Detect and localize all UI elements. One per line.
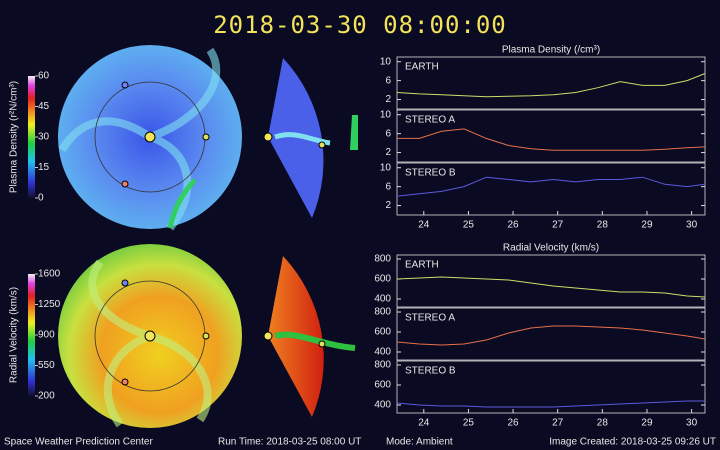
- y-tick-label: 6: [385, 128, 391, 139]
- x-tick-label: 28: [597, 418, 609, 429]
- x-tick-label: 29: [641, 220, 653, 231]
- y-tick-label: 600: [374, 327, 391, 338]
- series-line: [396, 276, 706, 298]
- x-tick-label: 29: [641, 418, 653, 429]
- x-tick-label: 25: [463, 418, 475, 429]
- colorbar: [28, 76, 35, 198]
- y-tick-label: 2: [385, 200, 391, 211]
- series-line: [396, 73, 706, 98]
- x-tick-label: 30: [686, 220, 698, 231]
- y-tick-label: 10: [380, 109, 392, 120]
- series-label: STEREO B: [405, 168, 456, 179]
- series-label: STEREO B: [405, 366, 456, 377]
- colorbar-tick-label: 200: [38, 391, 55, 402]
- plot-frame: [396, 56, 706, 110]
- time-title: 2018-03-30 08:00:00: [213, 11, 507, 39]
- x-tick-label: 25: [463, 220, 475, 231]
- y-tick-label: 800: [374, 254, 391, 265]
- series-line: [396, 176, 706, 197]
- colorbar-tick-label: 60: [38, 71, 50, 82]
- x-tick-label: 26: [507, 418, 519, 429]
- x-tick-label: 27: [552, 418, 564, 429]
- y-tick-label: 400: [374, 294, 391, 305]
- footer-center: Space Weather Prediction Center: [4, 437, 153, 448]
- x-tick-label: 28: [597, 220, 609, 231]
- y-tick-label: 6: [385, 181, 391, 192]
- x-tick-label: 30: [686, 418, 698, 429]
- colorbar: [28, 274, 35, 396]
- colorbar-label: Radial Velocity (km/s): [9, 287, 20, 383]
- velocity-map: [58, 244, 356, 428]
- series-label: STEREO A: [405, 115, 455, 126]
- y-tick-label: 600: [374, 380, 391, 391]
- y-tick-label: 400: [374, 400, 391, 411]
- series-label: STEREO A: [405, 313, 455, 324]
- colorbar-tick-label: 0: [38, 193, 44, 204]
- y-tick-label: 600: [374, 274, 391, 285]
- plot-frame: [396, 307, 706, 361]
- x-tick-label: 24: [418, 418, 430, 429]
- y-tick-label: 800: [374, 360, 391, 371]
- colorbar-tick-label: 1600: [38, 269, 61, 280]
- y-tick-label: 10: [380, 56, 392, 67]
- plot-frame: [396, 162, 706, 216]
- plot-frame: [396, 109, 706, 163]
- y-tick-label: 800: [374, 307, 391, 318]
- y-tick-label: 10: [380, 162, 392, 173]
- colorbar-tick-label: 15: [38, 162, 50, 173]
- y-tick-label: 400: [374, 347, 391, 358]
- series-line: [397, 128, 706, 151]
- footer-created: Image Created: 2018-03-25 09:26 UT: [549, 437, 716, 448]
- footer-mode: Mode: Ambient: [386, 437, 453, 448]
- plot-frame: [396, 254, 706, 308]
- plot-title: Plasma Density (/cm³): [502, 45, 600, 56]
- series-line: [396, 400, 705, 408]
- density-map: [58, 45, 358, 231]
- series-line: [396, 325, 706, 346]
- colorbar-tick-label: 1250: [38, 299, 61, 310]
- series-label: EARTH: [405, 62, 439, 73]
- x-tick-label: 26: [507, 220, 519, 231]
- colorbar-label: Plasma Density (r²N/cm³): [9, 81, 20, 193]
- series-label: EARTH: [405, 260, 439, 271]
- y-tick-label: 2: [385, 147, 391, 158]
- x-tick-label: 27: [552, 220, 564, 231]
- colorbar-tick-label: 45: [38, 101, 50, 112]
- y-tick-label: 6: [385, 75, 391, 86]
- plot-title: Radial Velocity (km/s): [503, 243, 599, 254]
- colorbar-tick-label: 30: [38, 132, 50, 143]
- x-tick-label: 24: [418, 220, 430, 231]
- colorbar-tick-label: 550: [38, 360, 55, 371]
- colorbar-tick-label: 900: [38, 330, 55, 341]
- plot-frame: [396, 360, 706, 414]
- y-tick-label: 2: [385, 94, 391, 105]
- footer-run: Run Time: 2018-03-25 08:00 UT: [218, 437, 361, 448]
